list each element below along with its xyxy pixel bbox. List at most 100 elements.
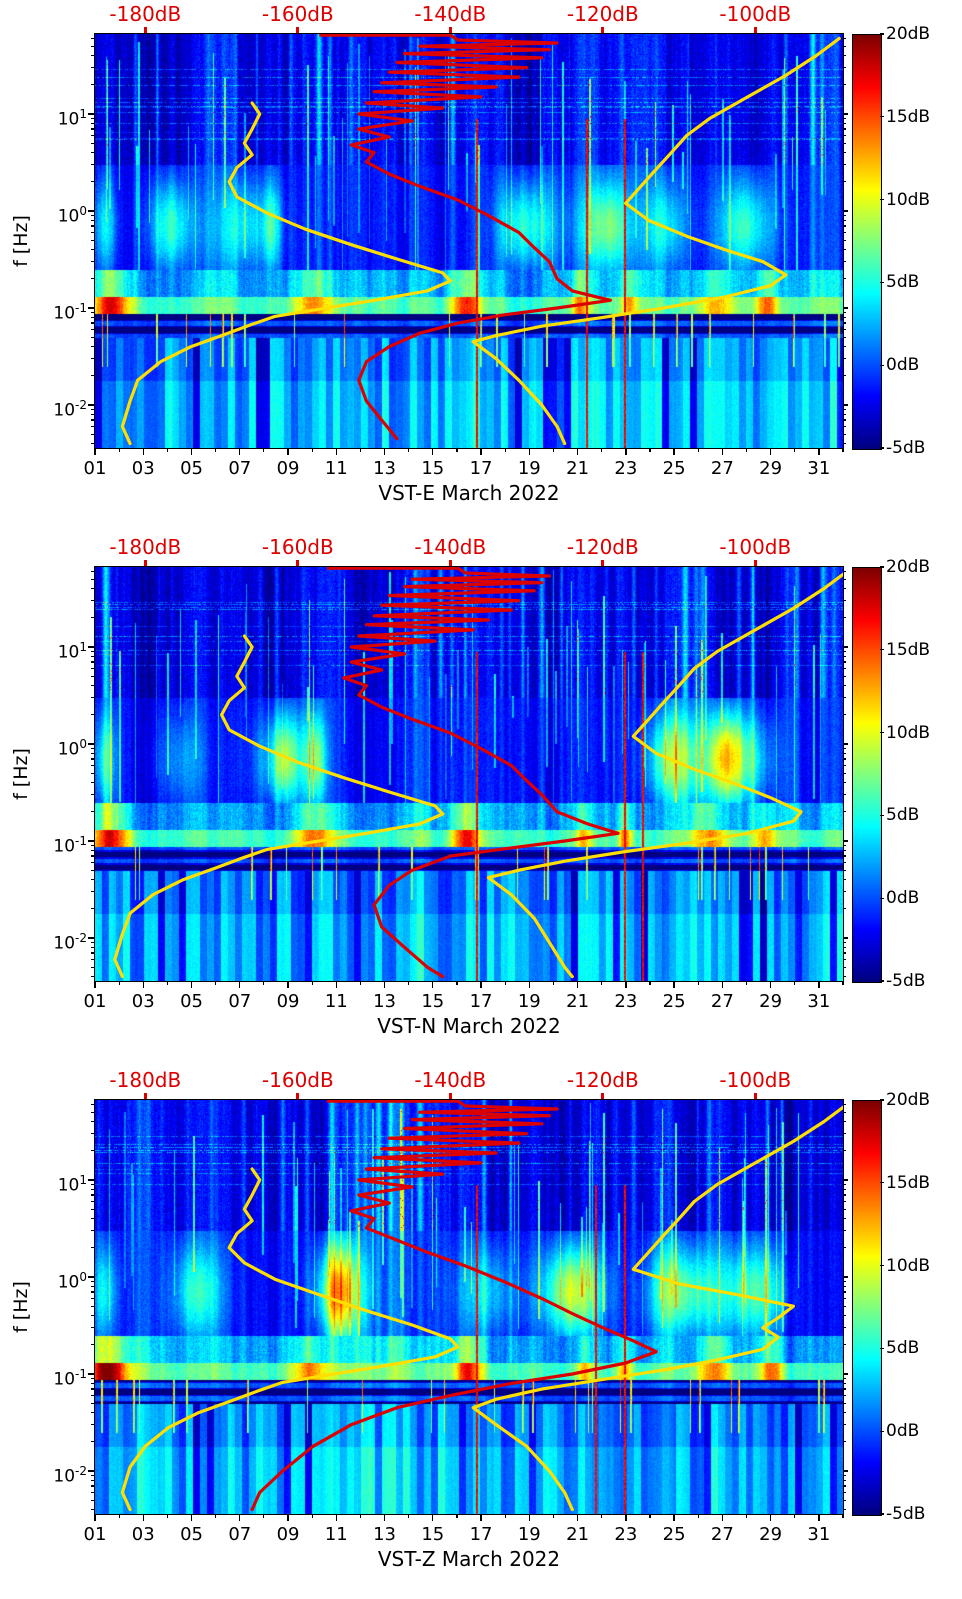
top-axis-db-label: -120dB (566, 1068, 639, 1092)
x-tick-label: 25 (662, 991, 686, 1012)
x-major-tick (528, 448, 530, 455)
x-tick-label: 13 (373, 1524, 396, 1545)
y-minor-tick-right (843, 1402, 846, 1404)
x-tick-label: 31 (807, 458, 831, 479)
top-axis-red-tick (448, 27, 452, 34)
y-minor-tick-right (843, 1218, 846, 1220)
x-major-tick (480, 981, 482, 988)
y-minor-tick-right (843, 891, 846, 893)
x-major-tick (818, 981, 820, 988)
y-minor-tick-right (843, 714, 846, 716)
top-axis-red-tick (753, 560, 757, 567)
y-minor-tick-right (843, 1111, 846, 1113)
y-minor-tick-right (843, 1305, 846, 1307)
y-minor-tick-right (843, 1183, 846, 1186)
top-axis-red-tick (448, 560, 452, 567)
y-tick-label: 100 (57, 204, 87, 227)
top-axis-db-label: -180dB (109, 1068, 182, 1092)
overlay-curves (113, 567, 843, 979)
x-tick-label: 09 (276, 991, 300, 1012)
y-tick-label: 10-2 (53, 1464, 87, 1487)
x-minor-tick (745, 981, 748, 985)
y-tick-label: 10-1 (53, 1367, 87, 1390)
x-major-tick (576, 1514, 579, 1521)
y-minor-tick-right (843, 1412, 846, 1414)
x-tick-label: 29 (759, 1524, 783, 1545)
y-minor-tick-right (843, 1291, 846, 1293)
y-minor-tick-right (843, 908, 846, 910)
y-minor-tick-right (843, 1327, 846, 1329)
yellow-curve-high (471, 36, 841, 446)
y-minor-tick-right (843, 617, 846, 619)
y-minor-tick-right (843, 231, 846, 234)
y-minor-tick-right (843, 1133, 846, 1135)
y-minor-tick-right (843, 45, 846, 47)
x-minor-tick (552, 448, 555, 452)
y-major-tick-right (843, 743, 848, 745)
x-tick-label: 11 (324, 458, 348, 479)
x-major-tick (769, 981, 772, 988)
x-tick-label: 21 (566, 991, 590, 1012)
y-minor-tick-right (843, 1441, 846, 1443)
y-minor-tick-right (843, 772, 846, 774)
y-minor-tick-right (843, 869, 846, 871)
y-tick-label: 10-2 (53, 398, 87, 421)
x-minor-tick (408, 448, 410, 452)
y-major-tick (88, 1179, 95, 1181)
x-major-tick (142, 981, 144, 988)
x-minor-tick (263, 1514, 265, 1518)
x-minor-tick (745, 1514, 748, 1518)
y-minor-tick-right (843, 214, 846, 217)
colorbar-tick-label: 5dB (886, 805, 920, 826)
colorbar-tick-label: 15dB (886, 1172, 931, 1193)
y-tick-label: 10-2 (53, 931, 87, 954)
top-axis-red-tick (601, 560, 605, 567)
y-minor-tick-right (843, 152, 846, 154)
x-minor-tick (842, 981, 844, 985)
x-tick-label: 09 (276, 1524, 300, 1545)
x-minor-tick (166, 1514, 168, 1518)
y-minor-tick-right (843, 408, 846, 411)
plot-area (94, 33, 844, 449)
y-minor-tick-right (843, 1382, 846, 1384)
top-axis-red-tick (143, 1093, 147, 1100)
colorbar-tick-label: 10dB (886, 1255, 931, 1276)
x-tick-label: 15 (421, 991, 445, 1012)
colorbar-tick-label: -5dB (886, 971, 926, 991)
yellow-curve-low (120, 101, 452, 446)
y-minor-tick-right (843, 941, 846, 944)
y-minor-tick-right (843, 578, 846, 580)
y-minor-tick-right (843, 879, 846, 881)
x-major-tick (335, 981, 337, 988)
x-major-tick (818, 1514, 820, 1521)
x-minor-tick (842, 448, 844, 452)
yellow-curve-high (471, 1105, 843, 1512)
x-tick-label: 23 (614, 991, 638, 1012)
panel-title: VST-E March 2022 (378, 481, 560, 505)
x-minor-tick (408, 981, 410, 985)
top-axis-db-label: -120dB (566, 2, 639, 26)
y-tick-label: 101 (57, 1173, 87, 1196)
y-minor-tick-right (843, 219, 846, 221)
x-major-tick (528, 1514, 530, 1521)
x-tick-label: 07 (228, 991, 252, 1012)
x-minor-tick (359, 981, 361, 985)
top-axis-db-label: -140dB (414, 1068, 487, 1092)
x-tick-label: 23 (614, 458, 638, 479)
y-minor-tick-right (843, 782, 846, 784)
top-axis-db-label: -180dB (109, 535, 182, 559)
top-axis-db-labels: -180dB -160dB -140dB -120dB -100dB (0, 533, 962, 567)
x-major-tick (287, 1514, 289, 1521)
spectrogram-heatmap (95, 1100, 843, 1514)
y-minor-tick-right (843, 966, 846, 968)
x-minor-tick (263, 981, 265, 985)
x-minor-tick (215, 448, 217, 452)
y-major-tick (88, 937, 95, 939)
colorbar-tick-label: -5dB (886, 438, 926, 458)
top-axis-red-tick (601, 1093, 605, 1100)
x-tick-label: 29 (759, 458, 783, 479)
x-major-tick (769, 1514, 772, 1521)
colorbar-gradient (853, 35, 881, 449)
x-major-tick (190, 448, 193, 455)
colorbar-gradient (853, 568, 881, 982)
